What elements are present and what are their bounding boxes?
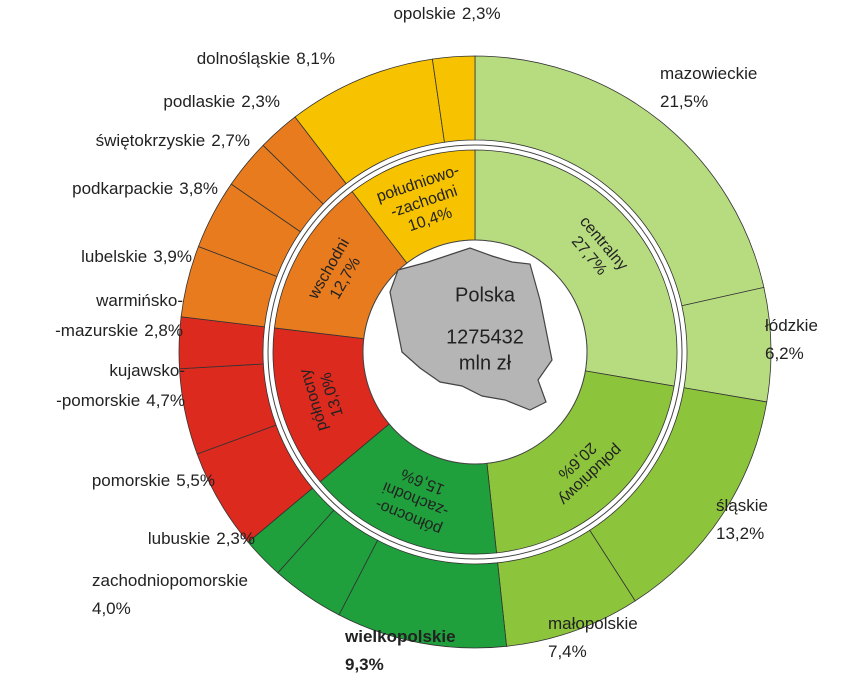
ring-border bbox=[267, 144, 683, 560]
segment-name: mazowieckie bbox=[660, 64, 757, 83]
segment-name: łódzkie bbox=[765, 316, 818, 335]
segment-value: 2,7% bbox=[211, 131, 250, 150]
segment-name: dolnośląskie bbox=[197, 49, 291, 68]
segment-name: -mazurskie bbox=[55, 321, 138, 340]
segment-name: kujawsko- bbox=[109, 361, 185, 380]
segment-label: świętokrzyskie 2,7% bbox=[96, 131, 250, 150]
segment-name: lubelskie bbox=[81, 247, 147, 266]
segment-label: podlaskie 2,3% bbox=[163, 92, 280, 111]
poland-map bbox=[389, 247, 553, 411]
center-value: 1275432 bbox=[446, 326, 524, 348]
segment-value: 2,3% bbox=[216, 529, 255, 548]
segment-value: 3,8% bbox=[179, 179, 218, 198]
segment-name: pomorskie bbox=[92, 471, 170, 490]
segment-label: lubuskie 2,3% bbox=[148, 529, 255, 548]
segment-label: pomorskie 5,5% bbox=[92, 471, 215, 490]
segment-name: śląskie bbox=[716, 496, 768, 515]
segment-value: 6,2% bbox=[765, 344, 804, 363]
segment-name: świętokrzyskie bbox=[96, 131, 206, 150]
segment-name: podkarpackie bbox=[72, 179, 173, 198]
segment-value: 2,3% bbox=[462, 4, 501, 23]
segment-name: opolskie bbox=[393, 4, 455, 23]
rings bbox=[178, 55, 772, 649]
outer-segment bbox=[431, 55, 476, 143]
segment-name: zachodniopomorskie bbox=[92, 571, 248, 590]
segment-value: 13,2% bbox=[716, 524, 764, 543]
segment-value: 4,0% bbox=[92, 599, 131, 618]
segment-value: 5,5% bbox=[176, 471, 215, 490]
segment-label: lubelskie 3,9% bbox=[81, 247, 192, 266]
segment-label: zachodniopomorskie 4,0% bbox=[92, 571, 248, 618]
region-label: południowo--zachodni10,4% bbox=[375, 162, 474, 242]
segment-value: 7,4% bbox=[548, 642, 587, 661]
segment-label: opolskie 2,3% bbox=[393, 4, 500, 23]
segment-label: małopolskie 7,4% bbox=[548, 614, 638, 661]
segment-label: wielkopolskie 9,3% bbox=[344, 627, 456, 674]
segment-value: 8,1% bbox=[296, 49, 335, 68]
segment-label: kujawsko- -pomorskie 4,7% bbox=[56, 361, 185, 410]
outer-segment bbox=[681, 286, 772, 403]
segment-value: 2,8% bbox=[144, 321, 183, 340]
segment-label: dolnośląskie 8,1% bbox=[197, 49, 335, 68]
segment-name: wielkopolskie bbox=[344, 627, 456, 646]
segment-name: małopolskie bbox=[548, 614, 638, 633]
segment-label: łódzkie 6,2% bbox=[765, 316, 818, 363]
center-title: Polska bbox=[455, 284, 516, 306]
center-unit: mln zł bbox=[459, 352, 512, 374]
segment-label: warmińsko- -mazurskie 2,8% bbox=[55, 291, 183, 340]
segment-value: 9,3% bbox=[345, 655, 384, 674]
segment-name: podlaskie bbox=[163, 92, 235, 111]
segment-name: lubuskie bbox=[148, 529, 210, 548]
segment-label: śląskie 13,2% bbox=[716, 496, 768, 543]
segment-label: mazowieckie 21,5% bbox=[660, 64, 757, 111]
segment-value: 4,7% bbox=[146, 391, 185, 410]
segment-name: warmińsko- bbox=[95, 291, 183, 310]
segment-value: 2,3% bbox=[241, 92, 280, 111]
segment-name: -pomorskie bbox=[56, 391, 140, 410]
segment-label: podkarpackie 3,8% bbox=[72, 179, 218, 198]
segment-value: 3,9% bbox=[153, 247, 192, 266]
segment-value: 21,5% bbox=[660, 92, 708, 111]
